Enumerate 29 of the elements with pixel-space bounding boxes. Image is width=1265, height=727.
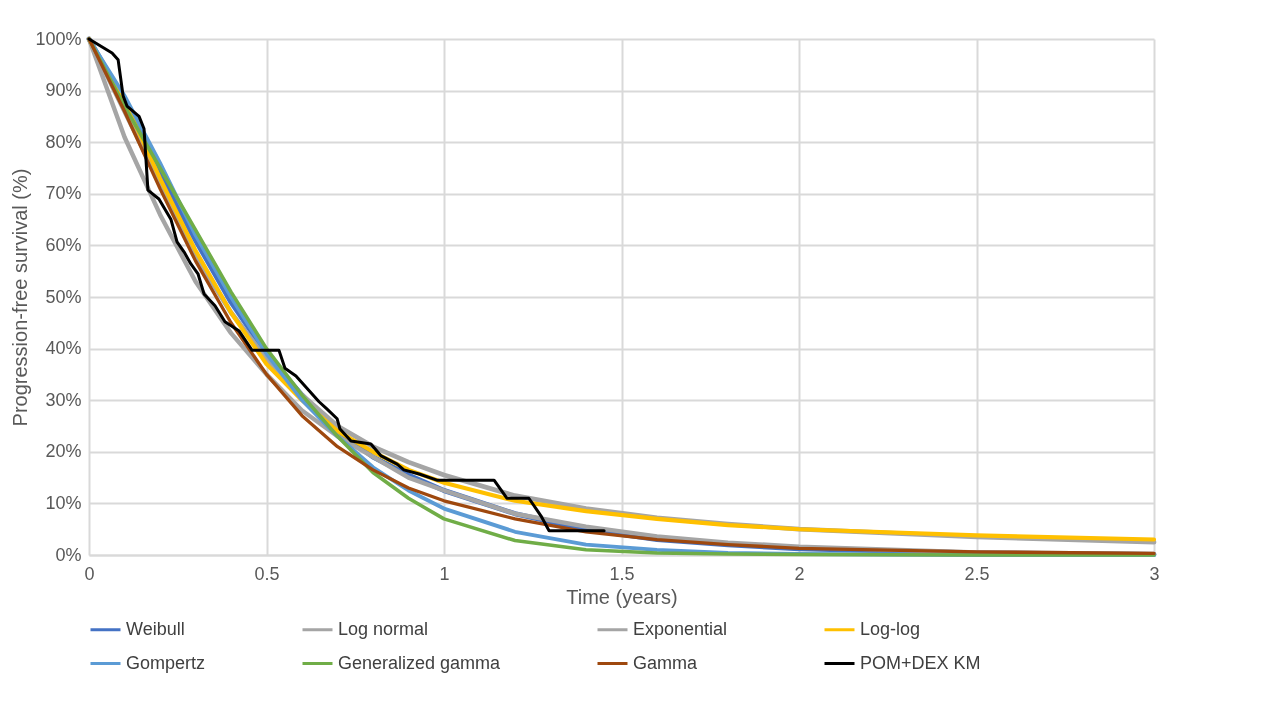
- legend-label: POM+DEX KM: [860, 652, 981, 673]
- y-tick-label: 30%: [45, 389, 82, 410]
- y-tick-label: 20%: [45, 441, 82, 462]
- x-tick-label: 1.5: [609, 563, 635, 584]
- x-tick-label: 2: [794, 563, 805, 584]
- x-tick-label: 2.5: [964, 563, 990, 584]
- x-tick-label: 0.5: [254, 563, 280, 584]
- legend-label: Log normal: [338, 618, 429, 639]
- legend-label: Gamma: [633, 652, 698, 673]
- legend-label: Weibull: [126, 618, 185, 639]
- legend-label: Log-log: [860, 618, 921, 639]
- x-tick-label: 1: [439, 563, 450, 584]
- legend-label: Gompertz: [126, 652, 206, 673]
- y-tick-label: 70%: [45, 183, 82, 204]
- y-tick-label: 100%: [35, 28, 82, 49]
- x-tick-label: 3: [1149, 563, 1160, 584]
- x-tick-label: 0: [84, 563, 95, 584]
- y-tick-label: 0%: [55, 544, 82, 565]
- y-tick-label: 60%: [45, 234, 82, 255]
- legend-label: Generalized gamma: [338, 652, 502, 673]
- x-axis-title: Time (years): [566, 585, 678, 608]
- legend-label: Exponential: [633, 618, 728, 639]
- y-tick-label: 80%: [45, 131, 82, 152]
- y-tick-label: 10%: [45, 492, 82, 513]
- y-tick-label: 50%: [45, 286, 82, 307]
- y-tick-label: 90%: [45, 80, 82, 101]
- line-series: [87, 37, 606, 533]
- y-axis-title: Progression-free survival (%): [9, 168, 32, 427]
- y-tick-label: 40%: [45, 338, 82, 359]
